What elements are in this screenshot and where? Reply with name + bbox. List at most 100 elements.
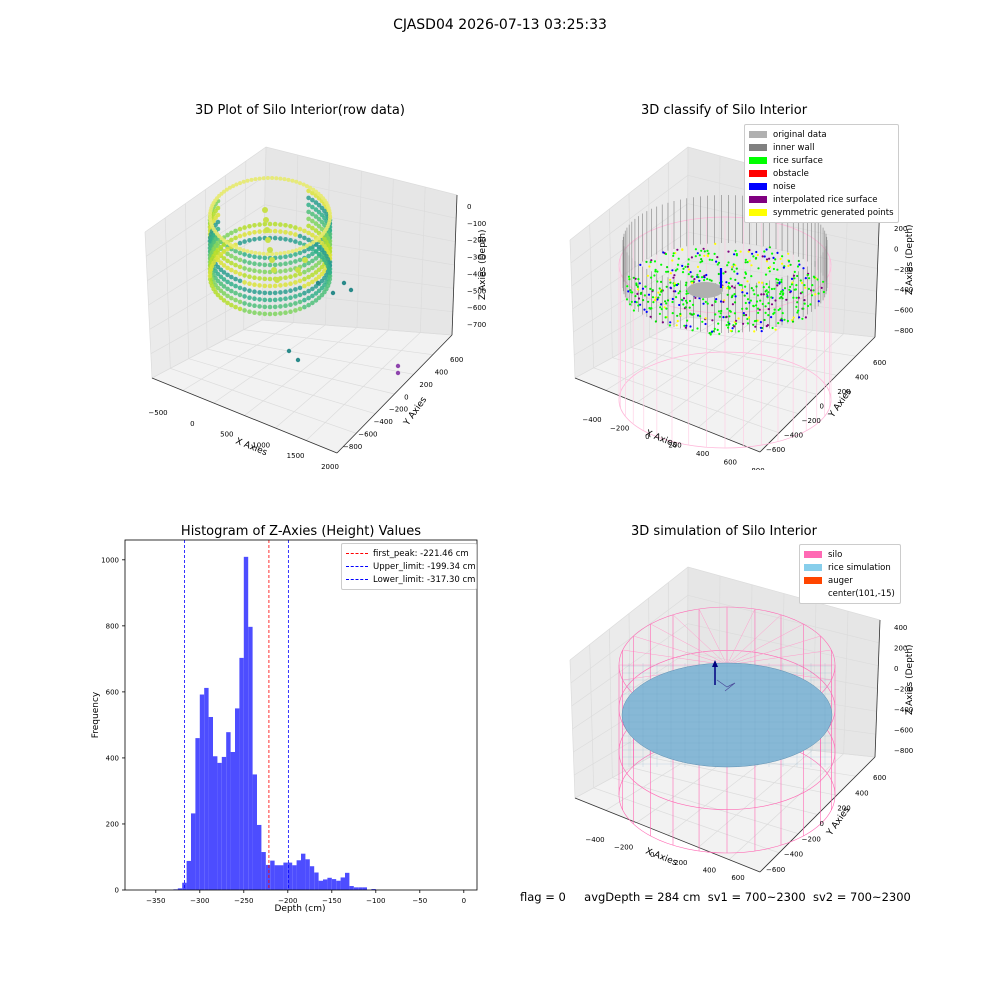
classified-point — [684, 306, 687, 309]
classified-point — [726, 307, 729, 310]
data-point — [267, 304, 273, 310]
data-point — [229, 230, 234, 236]
data-point — [267, 221, 273, 227]
histogram-bar — [257, 824, 262, 890]
classified-point — [756, 294, 760, 297]
data-point — [215, 212, 221, 218]
classified-point — [703, 254, 706, 257]
x-tick-label: 0 — [462, 897, 466, 905]
y-tick-label: 1000 — [101, 556, 119, 564]
data-point — [241, 248, 246, 253]
data-point — [237, 278, 243, 284]
data-point — [233, 283, 238, 289]
data-point — [293, 280, 298, 285]
data-point — [272, 262, 278, 268]
data-point — [302, 297, 307, 303]
classified-point — [665, 285, 668, 288]
classified-point — [764, 290, 767, 293]
classified-point — [726, 287, 729, 290]
classified-point — [764, 273, 768, 276]
data-point — [298, 246, 302, 251]
classified-point — [812, 275, 815, 278]
data-point — [288, 295, 293, 300]
data-point — [288, 238, 293, 243]
classified-point — [767, 286, 771, 289]
classified-point — [654, 268, 657, 271]
data-point — [242, 294, 247, 299]
classified-point — [627, 275, 631, 278]
data-point — [247, 231, 252, 236]
classified-point — [698, 254, 701, 257]
classified-point — [709, 333, 712, 336]
classified-point — [765, 260, 769, 263]
classified-point — [706, 254, 709, 257]
raw-point-cloud — [207, 176, 401, 376]
data-point — [297, 233, 303, 239]
classified-point — [757, 281, 761, 284]
classified-point — [671, 259, 674, 262]
floor-pane — [575, 737, 875, 872]
classified-point — [664, 300, 667, 303]
classified-point — [668, 278, 672, 281]
axis-ticks: −400 −200 0 200 400 600 −600 −400 −200 0 200 400 600… — [585, 624, 913, 882]
classified-point — [717, 322, 720, 325]
data-point — [252, 303, 257, 308]
data-point — [313, 277, 319, 282]
legend-swatch — [804, 590, 822, 597]
classified-point — [703, 279, 706, 282]
data-point — [252, 261, 257, 266]
data-point — [252, 268, 257, 273]
data-point — [316, 260, 322, 266]
legend-entry: interpolated rice surface — [749, 193, 894, 206]
classified-point — [779, 257, 782, 260]
data-point — [233, 262, 238, 268]
data-point — [313, 291, 319, 296]
data-point — [242, 266, 247, 271]
classified-point — [636, 285, 639, 288]
legend-swatch — [749, 196, 767, 203]
histogram-bar — [318, 880, 323, 890]
classified-point — [649, 261, 652, 264]
classified-point — [796, 301, 799, 304]
simulation-legend: silo rice simulation auger center(101,-15) — [799, 544, 901, 604]
data-point — [278, 236, 283, 241]
data-point — [283, 275, 288, 280]
legend-swatch — [804, 577, 822, 584]
data-point — [302, 276, 307, 282]
data-point — [293, 259, 298, 264]
data-point — [225, 279, 230, 285]
classified-point — [625, 298, 629, 301]
classified-point — [699, 261, 702, 264]
data-point — [316, 202, 322, 208]
grid-line — [261, 146, 453, 336]
data-point — [297, 250, 303, 256]
classified-point — [673, 282, 676, 285]
classified-point — [696, 273, 699, 276]
data-point — [252, 296, 257, 301]
classified-point — [729, 310, 732, 313]
classified-point — [714, 242, 717, 245]
classified-point — [809, 303, 812, 306]
classified-point — [799, 279, 802, 282]
data-point — [316, 267, 322, 273]
data-point — [242, 301, 247, 306]
classified-point — [637, 278, 640, 281]
classified-point — [669, 272, 672, 275]
classified-point — [737, 317, 740, 320]
classified-point — [700, 258, 703, 261]
classified-point — [733, 253, 736, 256]
classified-point — [686, 265, 689, 268]
data-point — [257, 290, 262, 295]
z-tick-label: −200 — [894, 686, 913, 694]
classified-point — [817, 300, 820, 303]
data-point — [302, 257, 308, 263]
z-tick-label: 0 — [894, 245, 898, 253]
classified-point — [752, 255, 755, 258]
classified-point — [746, 261, 749, 264]
y-tick-label: −800 — [343, 443, 362, 451]
classified-point — [673, 284, 676, 287]
data-point — [262, 290, 268, 296]
classified-point — [764, 305, 767, 308]
classified-point — [733, 325, 736, 328]
data-point — [261, 251, 266, 256]
